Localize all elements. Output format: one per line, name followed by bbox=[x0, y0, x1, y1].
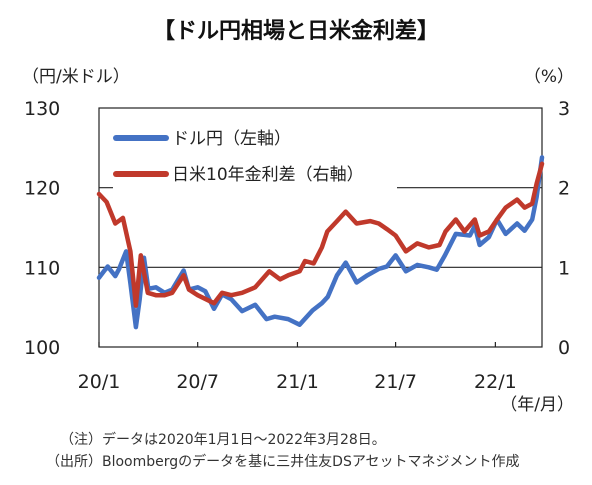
x-tick-label: 21/7 bbox=[374, 371, 417, 393]
legend-label-spread: 日米10年金利差（右軸） bbox=[172, 165, 364, 185]
right-tick-label: 0 bbox=[558, 337, 570, 359]
plot-area bbox=[98, 107, 543, 348]
right-axis-ticks: 0 1 2 3 bbox=[558, 98, 570, 359]
x-tick-label: 20/1 bbox=[78, 371, 121, 393]
left-tick-label: 130 bbox=[24, 98, 60, 120]
x-tick-label: 20/7 bbox=[176, 371, 219, 393]
left-axis-unit: （円/米ドル） bbox=[22, 67, 130, 87]
left-tick-label: 100 bbox=[24, 337, 60, 359]
right-axis-unit: （%） bbox=[524, 67, 574, 87]
x-tick-label: 22/1 bbox=[474, 371, 517, 393]
x-tick-label: 21/1 bbox=[276, 371, 319, 393]
left-tick-label: 120 bbox=[24, 178, 60, 200]
note-source: （出所）Bloombergのデータを基に三井住友DSアセットマネジメント作成 bbox=[46, 453, 520, 470]
legend-label-usdjpy: ドル円（左軸） bbox=[172, 129, 291, 149]
chart-title: 【ドル円相場と日米金利差】 bbox=[153, 18, 439, 44]
right-tick-label: 3 bbox=[558, 98, 570, 120]
series-line-spread bbox=[96, 161, 545, 308]
x-axis-unit: （年/月） bbox=[500, 395, 574, 415]
right-tick-label: 1 bbox=[558, 257, 570, 279]
note-period: （注）データは2020年1月1日～2022年3月28日。 bbox=[60, 431, 386, 448]
x-axis-ticks: 20/1 20/7 21/1 21/7 22/1 bbox=[78, 342, 517, 393]
legend-box bbox=[113, 122, 397, 192]
right-tick-label: 2 bbox=[558, 178, 570, 200]
legend: ドル円（左軸） 日米10年金利差（右軸） bbox=[113, 122, 397, 192]
series-layer bbox=[96, 155, 545, 330]
left-axis-ticks: 100 110 120 130 bbox=[24, 98, 60, 359]
left-tick-label: 110 bbox=[24, 257, 60, 279]
